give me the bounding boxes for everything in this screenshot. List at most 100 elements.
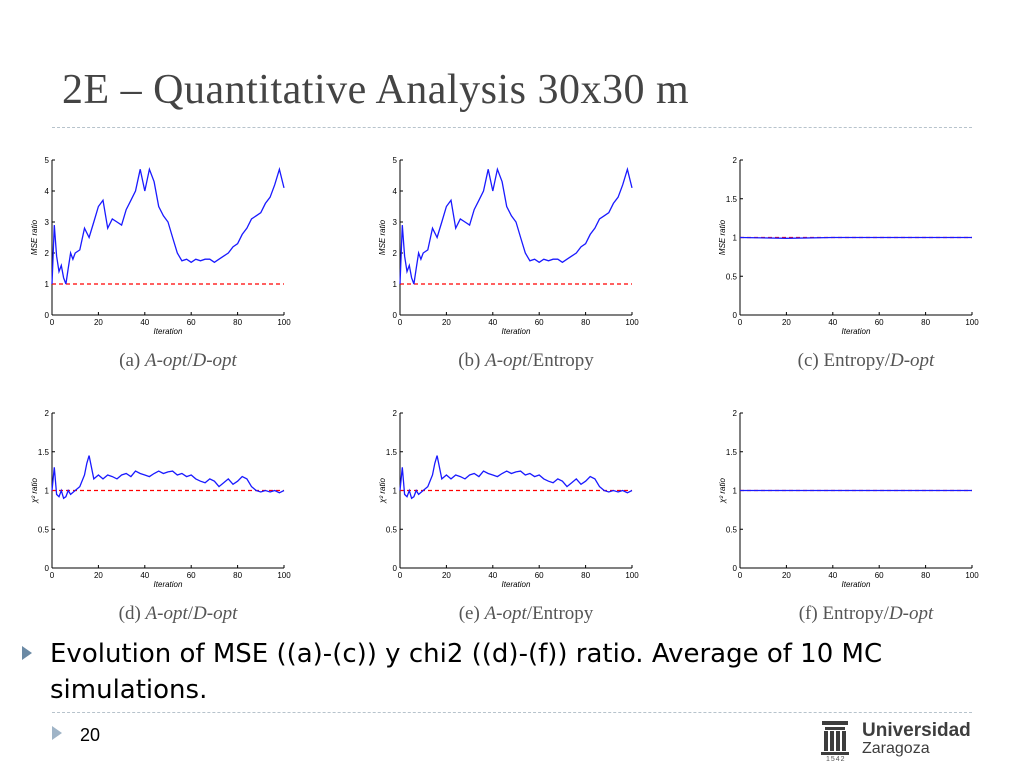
logo-year: 1542 [826,756,846,763]
chart-panel-d: 0 20 40 60 80 100 0 0.5 1 1.5 2 Iteration χ² ratio (… [28,403,328,643]
x-axis-label: Iteration [502,580,531,589]
x-tick-label: 100 [625,571,639,580]
y-axis-label: MSE ratio [378,219,387,255]
x-axis-label: Iteration [842,580,871,589]
y-tick-label: 0 [45,564,50,573]
x-tick-label: 80 [233,318,242,327]
x-tick-label: 100 [277,318,291,327]
x-tick-label: 100 [625,318,639,327]
caption-method-1: A-opt [145,603,188,624]
x-tick-label: 80 [581,318,590,327]
y-tick-label: 2 [45,409,50,418]
y-axis-label: χ² ratio [30,478,39,504]
caption-separator: / [883,603,889,624]
y-tick-label: 1.5 [726,448,738,457]
x-tick-label: 80 [581,571,590,580]
y-tick-label: 2 [393,409,398,418]
logo-text-universidad: Universidad [862,720,971,741]
y-tick-label: 3 [45,218,50,227]
y-tick-label: 0 [733,564,738,573]
x-axis-label: Iteration [154,580,183,589]
y-tick-label: 0.5 [726,525,738,534]
x-tick-label: 60 [875,571,884,580]
caption-label: (a) [119,350,141,371]
caption-label: (b) [458,350,481,371]
caption-method-1: A-opt [484,603,527,624]
chart-panel-c: 0 20 40 60 80 100 0 0.5 1 1.5 2 Iteration MSE ratio … [716,150,1016,390]
caption-label: (c) [797,350,819,371]
y-axis-label: MSE ratio [718,219,727,255]
bullet-text: Evolution of MSE ((a)-(c)) y chi2 ((d)-(… [50,639,883,705]
chart-panel-a: 0 20 40 60 80 100 0 1 2 3 4 5 Iteration MSE ratio (a)… [28,150,328,390]
y-tick-label: 5 [45,156,50,165]
x-tick-label: 0 [50,318,55,327]
x-tick-label: 60 [535,571,544,580]
chart-b: 0 20 40 60 80 100 0 1 2 3 4 5 Iteration MSE ratio [378,156,639,336]
logo-text-zaragoza: Zaragoza [862,740,930,757]
y-tick-label: 4 [393,187,398,196]
x-tick-label: 40 [140,318,149,327]
caption-method-2: Entropy [532,350,594,371]
x-tick-label: 0 [398,571,403,580]
x-tick-label: 40 [828,571,837,580]
y-tick-label: 2 [45,249,50,258]
x-tick-label: 60 [187,318,196,327]
y-tick-label: 0.5 [38,525,50,534]
y-tick-label: 0 [733,311,738,320]
y-tick-label: 0 [393,564,398,573]
series-line [739,236,972,239]
x-tick-label: 20 [442,571,451,580]
y-tick-label: 1.5 [386,448,398,457]
y-tick-label: 1 [733,487,738,496]
x-tick-label: 20 [782,571,791,580]
caption-method-1: A-opt [145,350,188,371]
caption-method-1: Entropy [822,603,884,624]
x-tick-label: 0 [738,571,743,580]
y-tick-label: 1 [45,487,50,496]
caption-separator: / [527,350,533,371]
y-tick-label: 2 [393,249,398,258]
y-tick-label: 1 [393,487,398,496]
footer-arrow-icon [52,726,62,740]
chart-panel-b: 0 20 40 60 80 100 0 1 2 3 4 5 Iteration MSE ratio (b)… [376,150,676,390]
x-tick-label: 60 [187,571,196,580]
chart-panel-f: 0 20 40 60 80 100 0 0.5 1 1.5 2 Iteration χ² ratio (… [716,403,1016,643]
bullet-arrow-icon [22,646,32,660]
x-axis-label: Iteration [502,327,531,336]
chart-a: 0 20 40 60 80 100 0 1 2 3 4 5 Iteration MSE ratio [30,156,291,336]
caption-method-2: Entropy [532,603,594,624]
series-line [399,455,633,500]
caption-method-2: D-opt [888,603,934,624]
caption-separator: / [884,350,890,371]
caption-e: (e) A-opt/Entropy [376,603,676,625]
x-tick-label: 80 [921,571,930,580]
y-tick-label: 1.5 [38,448,50,457]
caption-d: (d) A-opt/D-opt [28,603,328,625]
chart-f: 0 20 40 60 80 100 0 0.5 1 1.5 2 Iteration χ² ratio [718,409,979,589]
x-axis-label: Iteration [154,327,183,336]
y-tick-label: 1.5 [726,195,738,204]
x-tick-label: 40 [140,571,149,580]
caption-label: (f) [798,603,818,624]
y-tick-label: 2 [733,409,738,418]
y-tick-label: 0 [45,311,50,320]
caption-label: (e) [458,603,480,624]
caption-c: (c) Entropy/D-opt [716,350,1016,372]
y-tick-label: 0 [393,311,398,320]
caption-b: (b) A-opt/Entropy [376,350,676,372]
caption-method-2: D-opt [193,603,238,624]
caption-separator: / [187,603,194,624]
caption-a: (a) A-opt/D-opt [28,350,328,372]
series-line [399,166,633,285]
y-tick-label: 4 [45,187,50,196]
page-number: 20 [80,725,101,745]
chart-c: 0 20 40 60 80 100 0 0.5 1 1.5 2 Iteration MSE ratio [718,156,979,336]
university-logo: Universidad Zaragoza 1542 [818,718,978,766]
x-tick-label: 100 [277,571,291,580]
x-tick-label: 20 [94,318,103,327]
footer-divider [52,712,972,713]
y-tick-label: 0.5 [386,525,398,534]
series-line [51,455,285,500]
y-tick-label: 2 [733,156,738,165]
university-crest-icon [821,721,849,755]
